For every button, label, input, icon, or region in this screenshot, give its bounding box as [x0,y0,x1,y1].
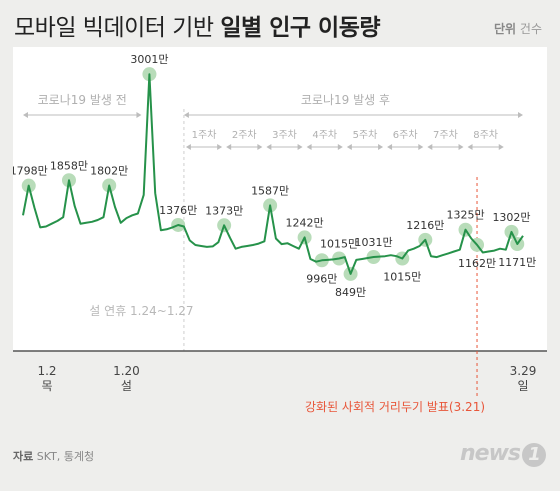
week-arrow-1 [185,144,223,150]
data-label-2020-03-27: 1302만 [492,211,530,224]
data-label-2020-02-06: 1373만 [205,204,243,217]
x-tick-label-1: 1.2 [37,364,56,378]
week-label-1: 1주차 [192,129,217,141]
x-tick-label-3: 3.29 [510,364,537,378]
before-period-arrow-head-right [136,112,142,118]
after-period-arrow-head-right [518,112,523,118]
week-arrow-7-head-right [458,144,464,150]
week-label-5: 5주차 [353,129,378,141]
source-key: 자료 [13,450,34,463]
week-label-4: 4주차 [312,129,337,141]
week-arrow-3-head-right [297,144,303,150]
news1-logo: news 1 [460,441,546,467]
policy-caption: 강화된 사회적 거리두기 발표(3.21) [305,400,485,414]
source-text: SKT, 통계청 [36,450,95,463]
series-line [22,73,524,275]
data-label-2020-03-12: 1216만 [406,219,444,232]
unit-label: 단위 건수 [494,20,542,37]
x-tick-label-2: 1.20 [113,364,140,378]
week-arrow-6-head-right [418,144,424,150]
data-label-2020-02-26: 1015만 [320,237,358,250]
unit-value: 건수 [519,22,542,36]
week-label-7: 7주차 [433,129,458,141]
data-label-2020-02-14: 1587만 [251,184,289,197]
week-arrow-1-head-right [217,144,223,150]
week-arrow-2-head-left [226,144,232,150]
after-period-label: 코로나19 발생 후 [301,93,390,107]
x-tick-sub-1: 목 [41,379,52,393]
week-arrow-4-head-right [337,144,343,150]
line-chart: 코로나19 발생 전 코로나19 발생 후 1주차 2주차 3주차 4주차 5주차 6주차 7주… [13,53,536,351]
week-label-6: 6주차 [393,129,418,141]
logo-mark: 1 [522,443,546,467]
week-arrow-5 [346,144,384,150]
week-arrow-5-head-left [346,144,352,150]
before-period-arrow-head-left [23,112,28,118]
data-label-2020-02-20: 1242만 [286,216,324,229]
week-arrow-7 [427,144,464,150]
data-label-2020-01-29: 1376만 [159,204,197,217]
week-arrow-8-head-right [498,144,504,150]
chart-title: 모바일 빅데이터 기반 일별 인구 이동량 [14,8,381,42]
week-arrow-6 [387,144,424,150]
week-arrow-4 [306,144,343,150]
week-arrow-2 [226,144,263,150]
week-arrow-7-head-left [427,144,433,150]
after-period-arrow [183,112,523,118]
before-label-bg [30,91,135,107]
x-tick-sub-3: 일 [517,379,528,393]
data-label-2020-01-17: 1802만 [90,164,128,177]
title-light: 모바일 빅데이터 기반 [14,15,214,41]
data-label-2020-03-28: 1171만 [498,256,536,269]
unit-key: 단위 [493,22,517,36]
after-period-arrow-head-left [183,112,189,118]
before-period-arrow [23,112,142,118]
source-note: 자료 SKT, 통계청 [13,448,94,464]
chart-panel: 코로나19 발생 전 코로나19 발생 후 1주차 2주차 3주차 4주차 5주차 6주차 7주… [13,47,547,351]
data-label-2020-03-21: 1162만 [458,257,496,270]
data-label-2020-03-19: 1325만 [446,209,484,222]
data-label-2020-02-28: 849만 [335,286,366,299]
week-label-3: 3주차 [272,129,297,141]
title-bold: 일별 인구 이동량 [220,15,381,41]
week-arrow-1-head-left [185,144,191,150]
logo-text: news [459,441,521,466]
week-label-8: 8주차 [473,129,498,141]
data-label-2020-03-03: 1031만 [355,236,393,249]
week-arrow-4-head-left [306,144,312,150]
week-arrow-3 [266,144,303,150]
week-arrow-8-head-left [467,144,473,150]
holiday-label: 설 연휴 1.24~1.27 [89,304,193,318]
before-period-label: 코로나19 발생 전 [38,93,127,107]
week-arrow-3-head-left [266,144,272,150]
week-arrow-6-head-left [387,144,393,150]
data-label-2020-01-03: 1798만 [13,165,48,178]
data-label-2020-03-08: 1015만 [383,270,421,283]
week-arrow-8 [467,144,504,150]
data-label-2020-01-24: 3001만 [130,53,168,66]
week-label-2: 2주차 [232,129,257,141]
x-tick-sub-2: 설 [121,379,132,393]
data-label-2020-01-10: 1858만 [50,159,88,172]
data-label-2020-02-23: 996만 [306,272,337,285]
week-arrow-5-head-right [378,144,384,150]
week-arrow-2-head-right [257,144,263,150]
